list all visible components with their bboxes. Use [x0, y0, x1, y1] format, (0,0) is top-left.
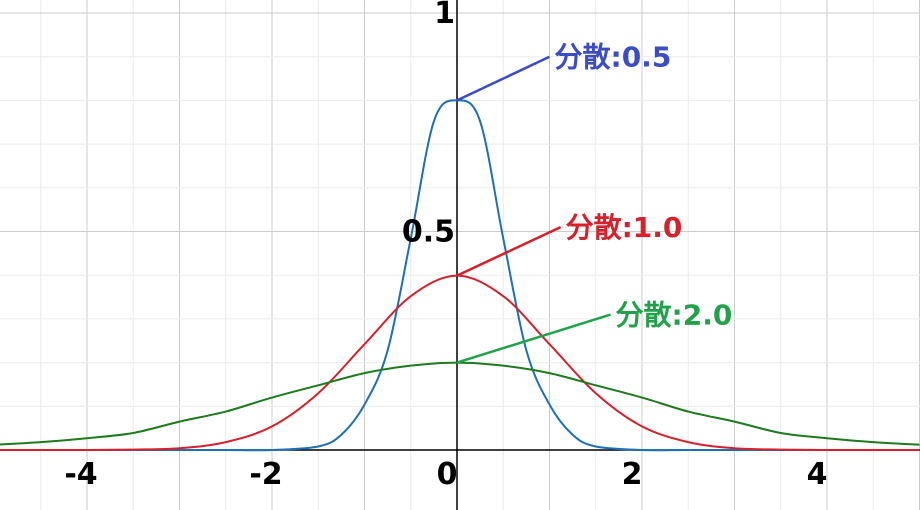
x-tick-label: -2 [249, 457, 282, 492]
x-tick-label: -4 [64, 457, 97, 492]
annotation-leader-line [456, 225, 562, 277]
x-tick-label: 0 [437, 457, 458, 492]
x-tick-label: 4 [807, 457, 828, 492]
annotation-label: 分散:2.0 [616, 299, 733, 332]
annotations: 分散:0.5 分散:1.0 分散:2.0 [456, 41, 733, 364]
annotation-label: 分散:0.5 [555, 41, 672, 74]
annotation-leader-line [456, 55, 551, 102]
y-tick-label: 0.5 [402, 215, 455, 250]
y-tick-label: 1 [434, 0, 455, 31]
x-tick-label: 2 [622, 457, 643, 492]
tick-labels: -4 -2 0 2 4 0.5 1 [64, 0, 827, 492]
annotation-label: 分散:1.0 [566, 211, 683, 244]
series-line-variance-2 [0, 361, 920, 446]
annotation-leader-line [456, 313, 611, 364]
